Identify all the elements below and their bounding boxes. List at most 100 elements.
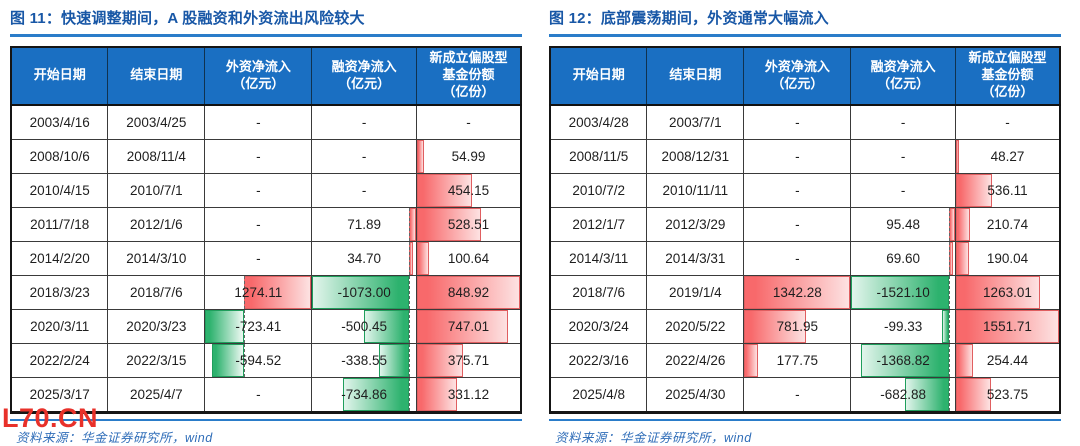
positive-data-bar [956,310,1059,342]
column-header: 开始日期 [10,46,109,106]
table-row: 2025/3/17 2025/4/7 - -734.86 331.12 [10,376,522,413]
table-cell: 1274.11 [204,274,313,310]
cell-value: 2012/1/7 [572,216,625,232]
cell-value: 2025/4/30 [665,386,726,402]
figure-11-table: 开始日期 结束日期 外资净流入 （亿元） 融资净流入 （亿元） 新成立偏股型 基金份额 … [10,45,522,414]
table-cell: 454.15 [415,172,522,208]
table-cell: 2018/7/6 [107,274,206,310]
bar-axis-line [243,276,245,308]
cell-value: 2003/4/28 [568,114,629,130]
table-cell: 2025/3/17 [10,376,109,413]
table-cell: - [743,240,852,276]
table-cell: 2008/11/5 [549,138,648,174]
cell-value: 375.71 [447,352,490,368]
negative-data-bar [205,310,244,342]
cell-value: - [795,148,800,164]
cell-value: -338.55 [341,352,388,368]
cell-value: - [256,114,261,130]
cell-value: 71.89 [347,216,382,232]
figure-11-source-rule [10,418,522,421]
table-row: 2003/4/28 2003/7/1 - - - [549,104,1061,140]
table-cell: 2020/5/22 [646,308,745,344]
table-cell: 2014/2/20 [10,240,109,276]
negative-data-bar [312,276,410,308]
table-cell: 69.60 [850,240,956,276]
table-cell: 48.27 [954,138,1061,174]
table-cell: - [204,104,313,140]
cell-value: 54.99 [451,148,486,164]
table-cell: -1368.82 [850,342,956,378]
table-row: 2008/10/6 2008/11/4 - - 54.99 [10,138,522,174]
table-cell: - [204,376,313,413]
figure-12-source-note: 资料来源：华金证券研究所，wind [555,430,752,445]
bar-axis-line [948,344,950,376]
cell-value: - [466,114,471,130]
table-row: 2018/3/23 2018/7/6 1274.11 -1073.00 848.92 [10,274,522,310]
table-cell: 71.89 [311,206,417,242]
cell-value: - [795,182,800,198]
table-cell: 34.70 [311,240,417,276]
table-cell: 2019/1/4 [646,274,745,310]
cell-value: 1342.28 [772,284,822,300]
cell-value: 2012/1/6 [130,216,183,232]
bar-axis-line [948,276,950,308]
positive-data-bar [956,378,991,411]
table-cell: - [743,138,852,174]
column-header: 融资净流入 （亿元） [311,46,417,106]
table-row: 2022/3/16 2022/4/26 177.75 -1368.82 254.44 [549,342,1061,378]
header-row: 开始日期 结束日期 外资净流入 （亿元） 融资净流入 （亿元） 新成立偏股型 基金份额 … [549,46,1061,106]
table-cell: 1342.28 [743,274,852,310]
table-row: 2012/1/7 2012/3/29 - 95.48 210.74 [549,206,1061,242]
cell-value: 536.11 [987,182,1028,198]
bar-axis-line [948,242,950,274]
bar-axis-line [948,208,950,240]
cell-value: 2022/2/24 [29,352,90,368]
cell-value: - [361,182,367,198]
table-cell: 95.48 [850,206,956,242]
table-row: 2011/7/18 2012/1/6 - 71.89 528.51 [10,206,522,242]
table-cell: 747.01 [415,308,522,344]
cell-value: 781.95 [776,318,818,334]
table-cell: 848.92 [415,274,522,310]
table-row: 2014/2/20 2014/3/10 - 34.70 100.64 [10,240,522,276]
cell-value: 69.60 [886,250,921,266]
cell-value: - [256,386,261,402]
figure-12-title-rule [549,34,1061,37]
cell-value: -1073.00 [337,284,391,300]
negative-data-bar [942,310,949,342]
table-cell: 2012/1/6 [107,206,206,242]
table-cell: - [311,104,417,140]
column-header: 外资净流入 （亿元） [204,46,313,106]
table-row: 2010/7/2 2010/11/11 - - 536.11 [549,172,1061,208]
table-cell: - [311,172,417,208]
cell-value: -500.45 [341,318,388,334]
cell-value: 2014/3/31 [665,250,726,266]
table-cell: -1073.00 [311,274,417,310]
cell-value: 210.74 [986,216,1029,232]
bar-axis-line [243,310,245,342]
cell-value: -1521.10 [876,284,930,300]
table-cell: 2008/10/6 [10,138,109,174]
negative-data-bar [342,378,410,411]
cell-value: 2025/4/7 [130,386,183,402]
positive-data-bar [956,344,973,376]
positive-data-bar [956,242,969,274]
bar-axis-line [409,378,411,411]
table-cell: - [743,376,852,413]
positive-data-bar [417,378,458,411]
figure-11-panel: 图 11：快速调整期间，A 股融资和外资流出风险较大 开始日期 结束日期 外资净流入… [10,5,522,446]
bar-axis-line [409,276,411,308]
column-header: 结束日期 [107,46,206,106]
table-cell: -99.33 [850,308,956,344]
cell-value: -723.41 [235,318,282,334]
bar-axis-line [409,242,411,274]
table-cell: - [204,138,313,174]
cell-value: 2003/4/25 [126,114,187,130]
cell-value: 747.01 [447,318,490,334]
table-cell: -723.41 [204,308,313,344]
table-cell: 331.12 [415,376,522,413]
cell-value: 2014/2/20 [29,250,90,266]
table-cell: - [743,206,852,242]
cell-value: 2022/4/26 [665,352,726,368]
bar-axis-line [409,310,411,342]
